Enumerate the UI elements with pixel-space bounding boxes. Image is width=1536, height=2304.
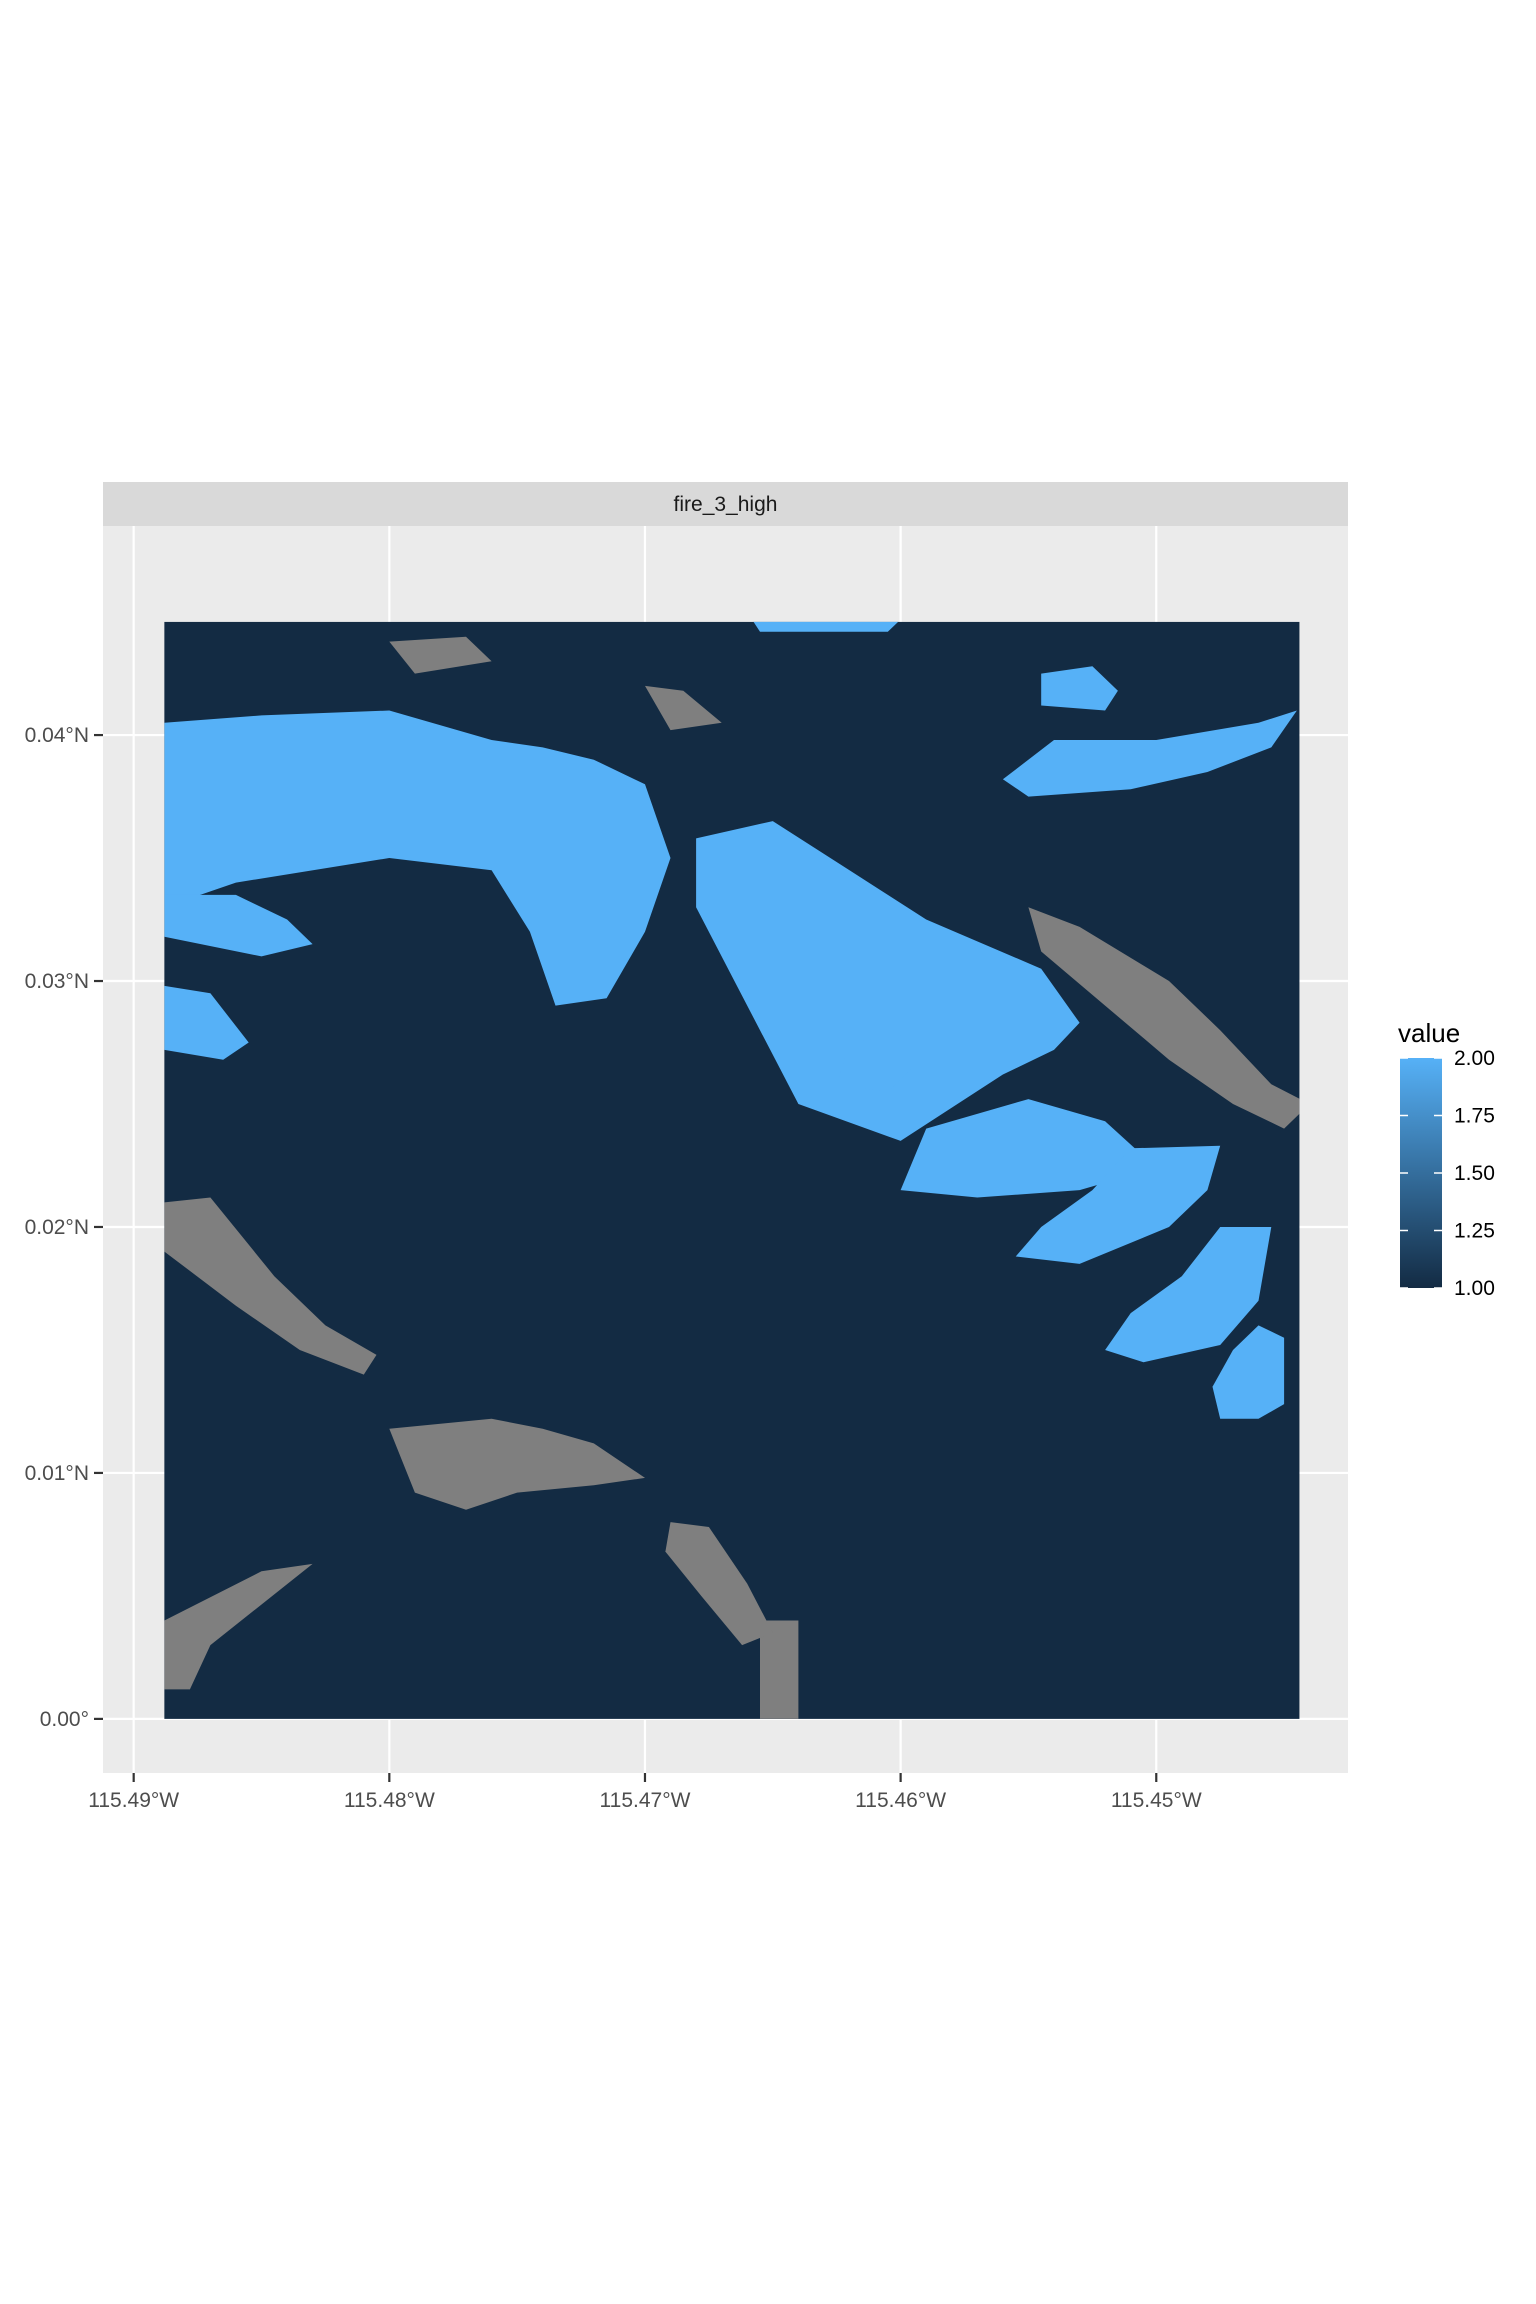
na-region [665, 1522, 773, 1646]
x-tick-label: 115.46°W [855, 1789, 946, 1812]
raster-regions [164, 621, 1300, 1719]
facet-strip-label: fire_3_high [674, 493, 778, 516]
burn-region-value-2 [836, 1035, 914, 1092]
na-region [164, 1197, 377, 1375]
na-region [760, 1620, 799, 1719]
x-axis: 115.49°W 115.48°W 115.47°W 115.46°W 115.45°W [88, 1773, 1202, 1812]
burn-region-value-2 [164, 894, 313, 957]
y-tick-label: 0.03°N [25, 970, 89, 993]
burn-region-value-2 [164, 985, 249, 1060]
burn-region-value-2 [1041, 666, 1118, 711]
burn-region-value-2 [1212, 1325, 1285, 1419]
legend-tick-label: 1.50 [1454, 1162, 1495, 1185]
na-region [164, 1563, 313, 1690]
facet-strip: fire_3_high [103, 482, 1348, 526]
burn-region-value-2 [1015, 1145, 1221, 1264]
na-region [1028, 907, 1300, 1129]
x-tick-label: 115.45°W [1111, 1789, 1202, 1812]
burn-region-value-2 [900, 1099, 1157, 1198]
burn-region-value-2 [1105, 1227, 1272, 1363]
y-tick-label: 0.02°N [25, 1216, 89, 1239]
na-region [645, 685, 722, 731]
legend: value 2.00 1.75 1.50 1.25 1.00 [1398, 1018, 1495, 1300]
burn-region-value-2 [696, 821, 1080, 1141]
na-region [389, 1418, 645, 1510]
burn-region-value-2 [1002, 710, 1297, 797]
legend-tick-label: 1.75 [1454, 1105, 1495, 1128]
x-tick-label: 115.49°W [88, 1789, 179, 1812]
y-axis: 0.00° 0.01°N 0.02°N 0.03°N 0.04°N [25, 724, 103, 1731]
y-tick-label: 0.00° [40, 1708, 89, 1731]
y-tick-label: 0.01°N [25, 1462, 89, 1485]
x-tick-label: 115.47°W [600, 1789, 691, 1812]
legend-title: value [1398, 1018, 1460, 1048]
burn-region-value-2 [753, 621, 899, 632]
legend-tick-label: 1.25 [1454, 1220, 1495, 1243]
facet-strip-background [103, 482, 1348, 526]
legend-tick-label: 2.00 [1454, 1047, 1495, 1070]
na-region [389, 636, 492, 674]
burn-region-value-2 [164, 710, 671, 1006]
raster-layer [164, 621, 1300, 1719]
legend-tick-label: 1.00 [1454, 1277, 1495, 1300]
x-tick-label: 115.48°W [344, 1789, 435, 1812]
y-tick-label: 0.04°N [25, 724, 89, 747]
